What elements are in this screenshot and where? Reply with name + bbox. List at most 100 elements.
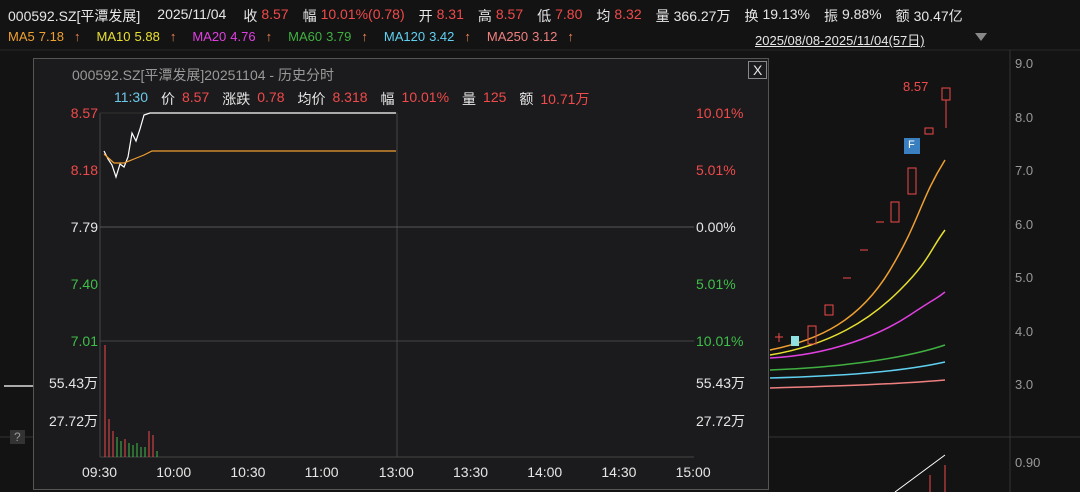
info-label: 幅: [380, 91, 395, 107]
ma-name: MA20: [192, 29, 227, 44]
time-tick: 13:00: [378, 464, 414, 480]
field-label: 收: [243, 8, 258, 24]
intraday-popup: 000592.SZ[平潭发展]20251104 - 历史分时 X 11:30 价…: [33, 58, 769, 490]
field-value: 366.27万: [673, 8, 731, 24]
info-label: 额: [519, 91, 534, 107]
ma-value: 5.88: [134, 29, 160, 44]
field: 收 8.57: [243, 6, 288, 26]
ma-value: 3.12: [532, 29, 558, 44]
left-tick: 7.01: [70, 333, 98, 349]
help[interactable]: ?: [10, 430, 25, 444]
info-value: 10.01%: [401, 89, 450, 105]
ma-item: MA20 4.76 ↑: [192, 29, 272, 44]
field: 开 8.31: [419, 6, 464, 26]
date-range[interactable]: 2025/08/08-2025/11/04(57日): [755, 33, 925, 48]
info-label: 价: [161, 91, 175, 107]
time-tick: 09:30: [82, 464, 118, 480]
high-label: 8.57: [903, 79, 929, 94]
field-label: 振: [823, 8, 838, 24]
info-value: 125: [483, 89, 507, 105]
ma-trend: ↑: [567, 29, 574, 44]
marker: F: [908, 139, 915, 151]
field-value: 8.31: [436, 6, 464, 22]
ma-name: MA5: [8, 29, 35, 44]
ma-item: MA120 3.42 ↑: [384, 29, 471, 44]
ma-name: MA250: [486, 29, 529, 44]
field: 量 366.27万: [656, 6, 731, 26]
field-value: 8.57: [495, 6, 524, 22]
volume-tick: 55.43万: [696, 375, 746, 391]
time-tick: 10:00: [156, 464, 192, 480]
ma-row: MA5 7.18 ↑ MA10 5.88 ↑ MA20 4.76 ↑ MA60 3.79 ↑ MA120…: [8, 29, 582, 44]
right-tick: 0.00%: [696, 219, 736, 235]
popup-title: 000592.SZ[平潭发展]20251104 - 历史分时: [72, 67, 334, 83]
info-value: 8.57: [182, 89, 210, 105]
price-tick: 3.0: [1015, 377, 1034, 392]
field-label: 低: [537, 8, 552, 24]
info-value: 0.78: [257, 89, 285, 105]
field-value: 19.13%: [762, 6, 810, 22]
volume-tick: 27.72万: [696, 413, 746, 429]
field-value: 8.32: [614, 6, 642, 22]
price-tick: 9.0: [1015, 56, 1034, 71]
info-value: 10.71万: [540, 91, 590, 107]
info-label: 均价: [297, 91, 326, 107]
ma-value: 4.76: [230, 29, 256, 44]
left-tick: 8.18: [70, 162, 98, 178]
date: 2025/11/04: [157, 6, 227, 22]
left-tick: 7.79: [70, 219, 98, 235]
volume-tick: 27.72万: [48, 413, 98, 429]
info-label: 涨跌: [222, 91, 251, 107]
price-tick: 4.0: [1015, 323, 1034, 339]
info-label: 量: [462, 91, 477, 107]
price-tick: 8.0: [1015, 109, 1034, 125]
ma-value: 3.42: [429, 29, 455, 44]
field: 振 9.88%: [824, 6, 882, 26]
fields: 收 8.57 幅 10.01%(0.78) 开 8.31 高 8.57 低 7.80 均 8.32 量 3…: [243, 6, 962, 26]
ma-value: 7.18: [38, 29, 65, 44]
field-label: 换: [744, 8, 759, 24]
ma-name: MA60: [288, 29, 323, 44]
time-tick: 13:30: [453, 464, 489, 480]
field-label: 开: [418, 8, 433, 24]
field-label: 量: [655, 8, 670, 24]
time-tick: 14:30: [601, 464, 637, 480]
ma-trend: ↑: [464, 29, 471, 44]
field: 高 8.57: [478, 6, 523, 26]
volume-tick: 55.43万: [48, 375, 98, 391]
field: 低 7.80: [537, 6, 582, 26]
field-value: 30.47亿: [913, 8, 963, 24]
ma-item: MA250 3.12 ↑: [487, 29, 574, 44]
ma-trend: ↑: [169, 29, 177, 44]
field: 均 8.32: [596, 6, 641, 26]
ma-item: MA5 7.18 ↑: [8, 29, 81, 44]
ma-trend: ↑: [361, 29, 368, 44]
field-label: 高: [477, 8, 492, 24]
time-tick: 14:00: [527, 464, 563, 480]
field: 幅 10.01%(0.78): [303, 6, 405, 26]
ma-value: 3.79: [326, 29, 352, 44]
field-value: 10.01%(0.78): [320, 6, 405, 22]
info-value: 8.318: [332, 89, 368, 105]
time-tick: 15:00: [675, 464, 711, 480]
left-tick: 7.40: [70, 276, 98, 292]
ma-trend: ↑: [74, 29, 81, 44]
field: 额 30.47亿: [896, 6, 963, 26]
field-label: 均: [596, 8, 611, 24]
field-value: 9.88%: [841, 6, 882, 22]
field-label: 额: [895, 8, 910, 24]
field-value: 8.57: [261, 6, 289, 22]
indicator-tick: 0.90: [1015, 455, 1041, 470]
time: 11:30: [114, 89, 148, 105]
right-tick: 10.01%: [696, 105, 744, 121]
info-row: 11:30 价 8.57 涨跌 0.78 均价 8.318 幅 10.01% 量 125 额 10.7…: [114, 89, 589, 109]
close-button[interactable]: X: [748, 61, 768, 79]
price-tick: 6.0: [1015, 216, 1034, 232]
right-tick: 5.01%: [696, 162, 736, 178]
field-value: 7.80: [555, 6, 583, 22]
left-tick: 8.57: [70, 105, 98, 121]
stock-code: 000592.SZ[平潭发展]: [8, 8, 141, 24]
ma-trend: ↑: [265, 29, 273, 44]
ma-name: MA120: [383, 29, 426, 44]
